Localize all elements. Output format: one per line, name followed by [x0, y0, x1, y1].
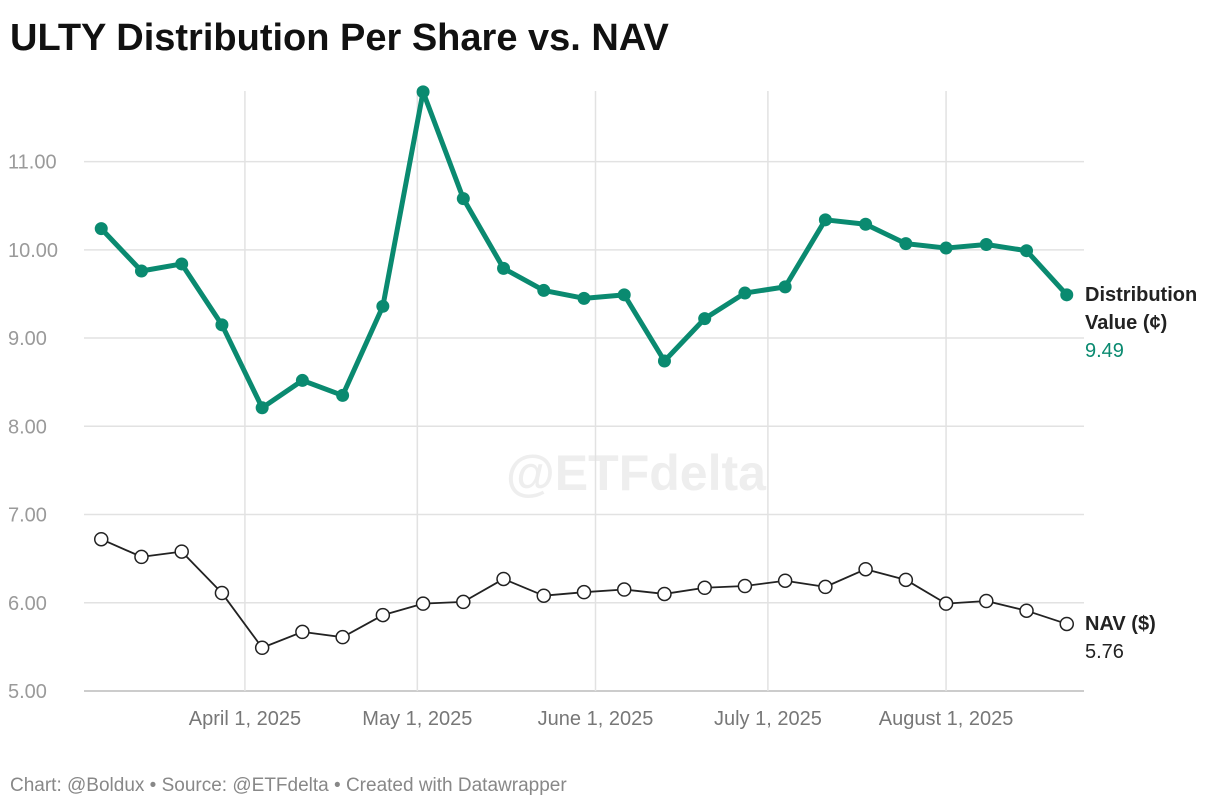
data-point — [94, 222, 108, 236]
data-point — [175, 257, 189, 271]
data-point — [496, 571, 511, 587]
data-point — [537, 283, 551, 297]
y-tick-label: 9.00 — [8, 328, 47, 350]
data-point — [979, 593, 994, 609]
y-tick-label: 8.00 — [8, 416, 47, 438]
series-end-label: Distribution Value (¢) 9.49 — [1085, 281, 1217, 365]
data-point — [336, 388, 350, 402]
data-point — [697, 580, 712, 596]
data-point — [818, 579, 833, 595]
data-point — [777, 573, 793, 588]
data-point — [295, 373, 309, 387]
data-point — [415, 596, 431, 611]
data-point — [938, 596, 954, 611]
data-point — [416, 85, 430, 99]
data-point — [376, 299, 390, 313]
data-point — [979, 238, 993, 252]
data-point — [254, 640, 270, 656]
data-point — [738, 286, 752, 300]
last-value: 9.49 — [1085, 339, 1124, 362]
chart-title: ULTY Distribution Per Share vs. NAV — [10, 17, 669, 59]
x-tick-label: August 1, 2025 — [879, 708, 1014, 730]
data-point — [818, 213, 832, 227]
data-point — [737, 578, 753, 594]
data-point — [255, 401, 269, 415]
data-point — [858, 561, 873, 577]
data-point — [657, 354, 671, 368]
data-point — [536, 588, 552, 603]
data-point — [1019, 603, 1034, 618]
data-point — [616, 582, 632, 597]
grid — [84, 91, 1084, 692]
data-point — [577, 291, 591, 305]
data-point — [456, 594, 471, 610]
series-end-label: NAV ($) 5.76 — [1085, 610, 1217, 666]
watermark: @ETFdelta — [506, 445, 767, 501]
data-point — [1060, 288, 1074, 302]
x-tick-label: April 1, 2025 — [189, 708, 301, 730]
data-point — [375, 607, 391, 623]
data-point — [898, 572, 914, 588]
y-tick-label: 7.00 — [8, 505, 47, 527]
data-point — [497, 261, 511, 275]
data-point — [576, 584, 592, 600]
y-tick-label: 10.00 — [8, 240, 58, 262]
data-point — [1020, 244, 1034, 258]
series-name: NAV ($) — [1085, 612, 1156, 635]
data-point — [617, 288, 631, 302]
x-tick-label: June 1, 2025 — [538, 708, 654, 730]
data-point — [93, 531, 109, 547]
data-point — [134, 264, 148, 278]
data-point — [859, 217, 873, 231]
data-point — [939, 241, 953, 255]
data-point — [657, 586, 672, 602]
data-point — [698, 312, 712, 326]
data-point — [456, 192, 470, 206]
data-point — [215, 318, 229, 332]
y-tick-label: 5.00 — [8, 681, 47, 703]
y-tick-label: 6.00 — [8, 593, 47, 615]
data-point — [214, 585, 230, 601]
x-tick-label: May 1, 2025 — [362, 708, 472, 730]
footer: Chart: @Boldux • Source: @ETFdelta • Cre… — [10, 775, 567, 796]
data-point — [899, 237, 913, 251]
x-tick-label: July 1, 2025 — [714, 708, 822, 730]
series-name: Distribution Value (¢) — [1085, 283, 1198, 334]
last-value: 5.76 — [1085, 640, 1124, 663]
data-point — [174, 544, 189, 559]
data-point — [778, 280, 792, 294]
y-tick-label: 11.00 — [8, 152, 57, 174]
data-point — [134, 549, 149, 565]
data-point — [1059, 616, 1075, 632]
data-point — [335, 629, 350, 645]
data-point — [295, 624, 310, 640]
